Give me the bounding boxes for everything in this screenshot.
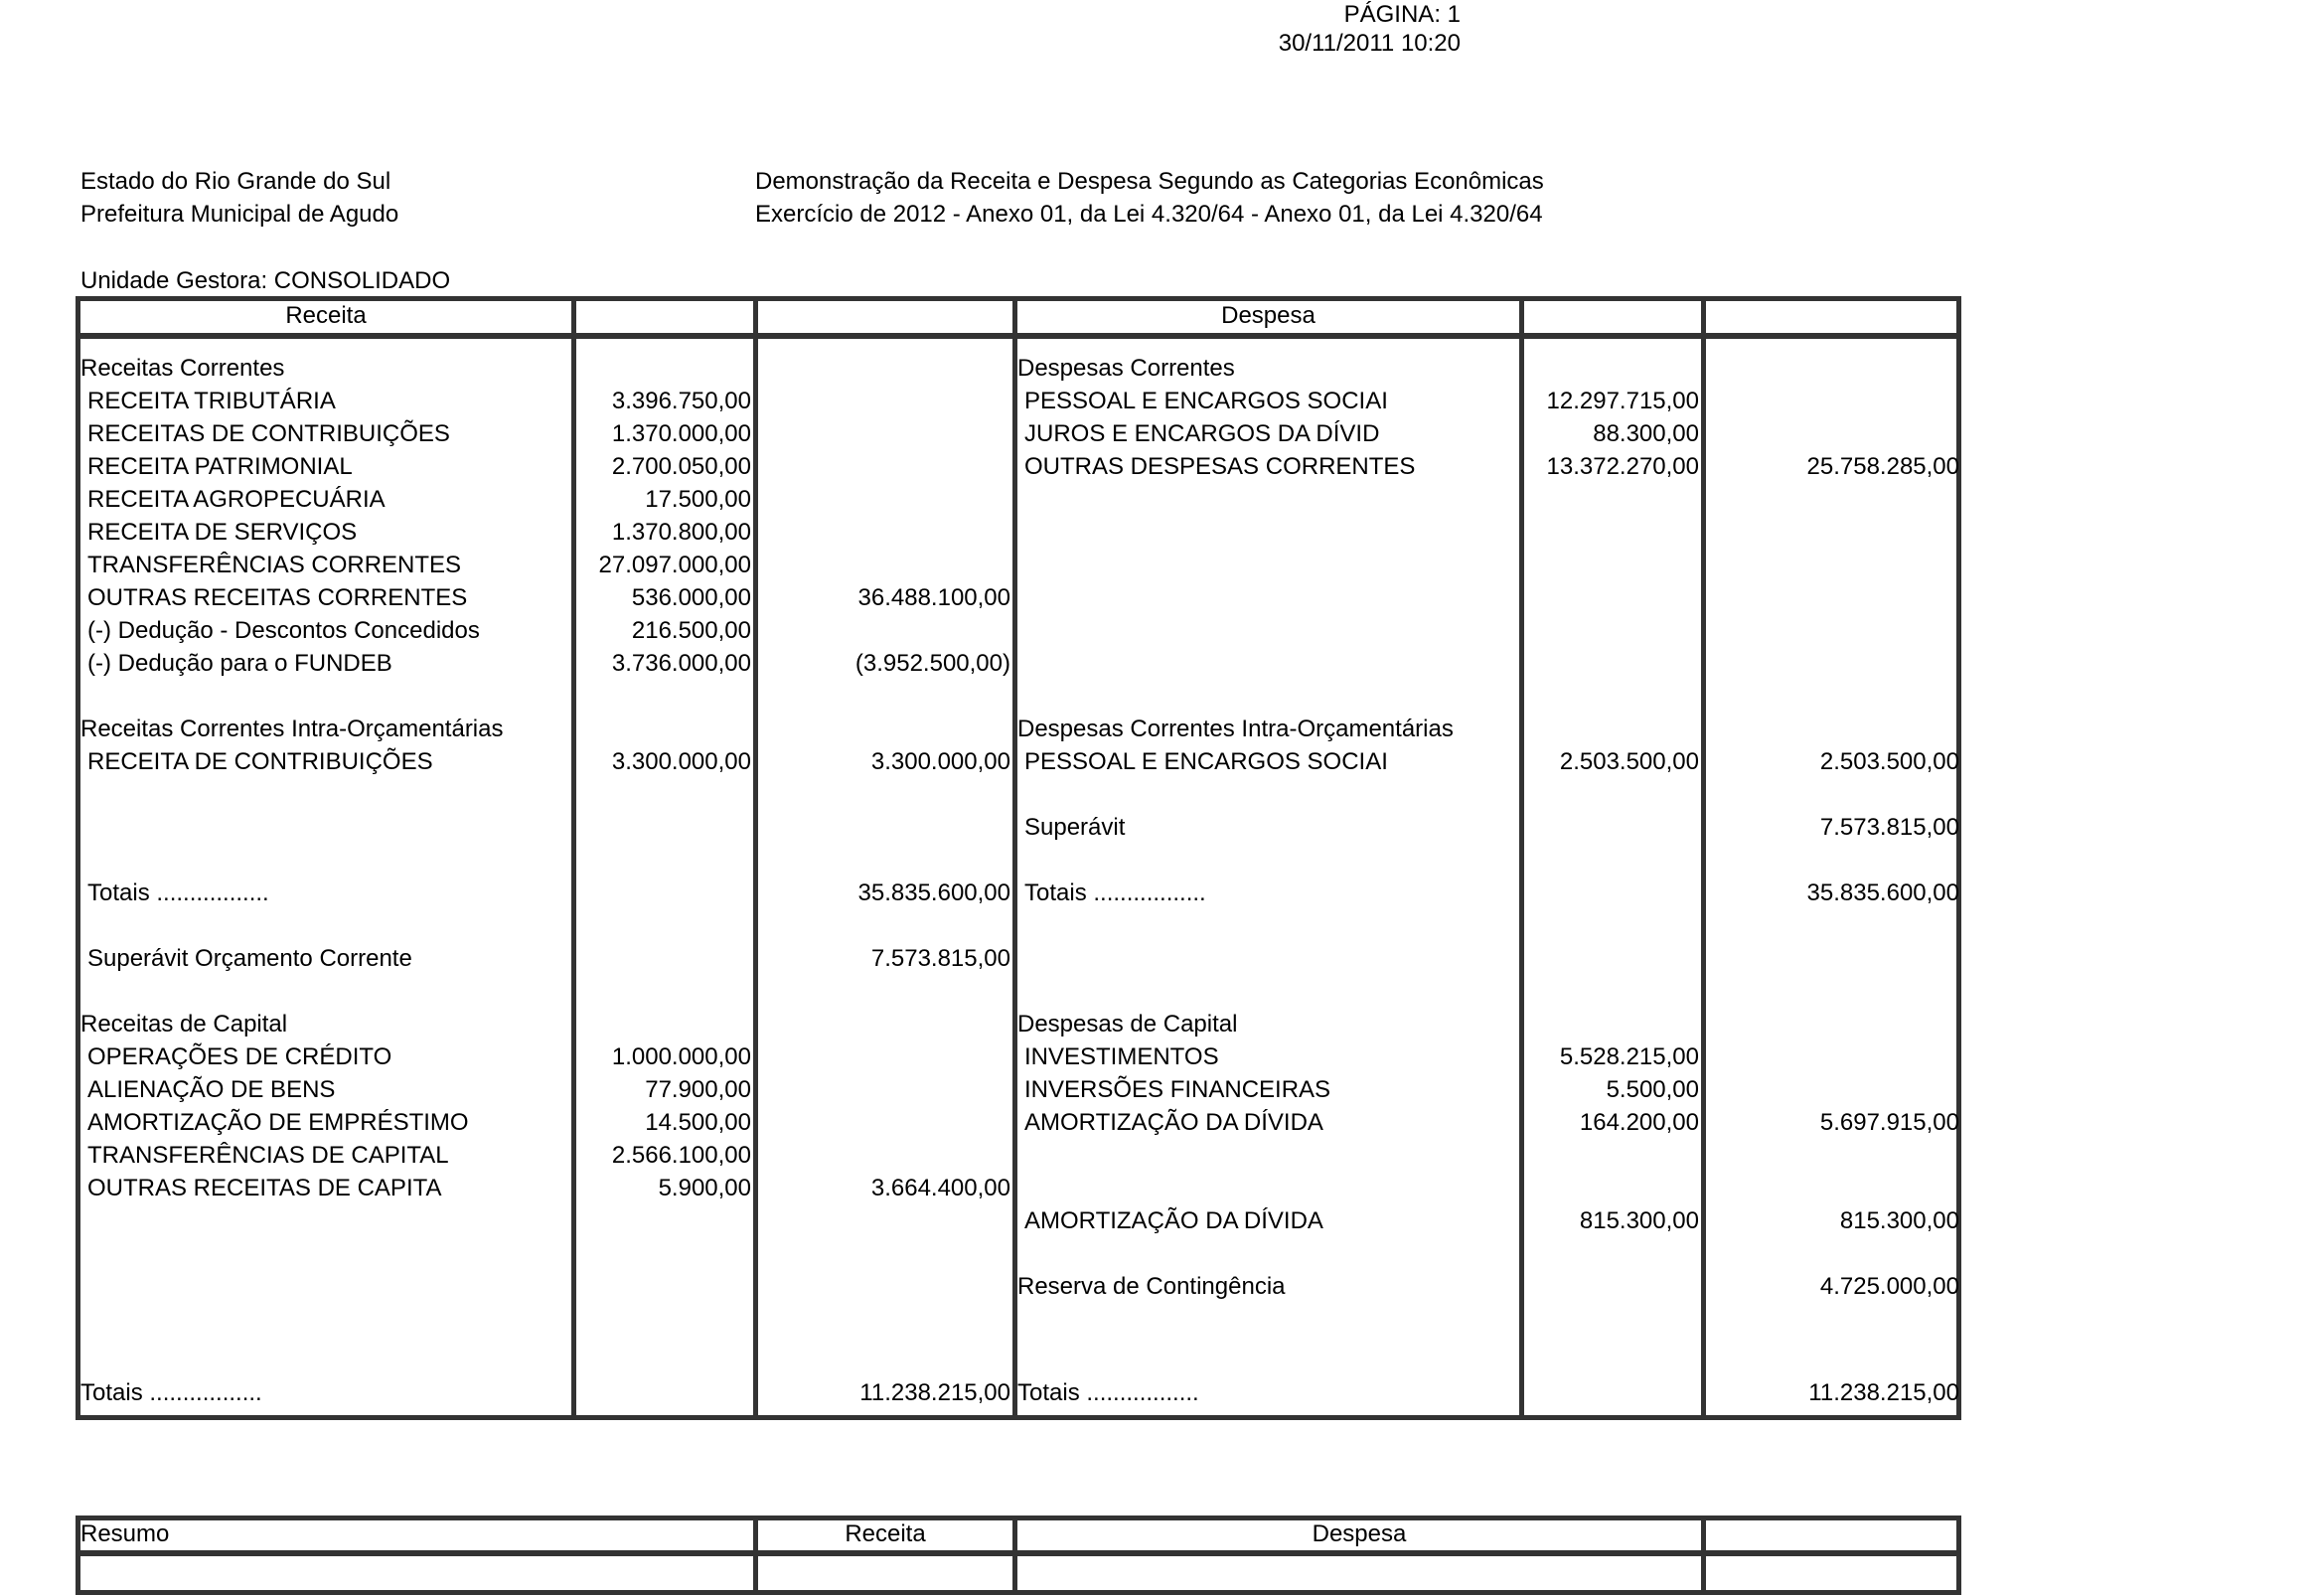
expense-label: Despesas Correntes <box>1017 355 1235 382</box>
page-number: PÁGINA: 1 <box>1343 1 1461 28</box>
revenue-label: (-) Dedução para o FUNDEB <box>87 650 392 677</box>
expense-label: Totais ................. <box>1017 1379 1199 1406</box>
expense-total-value: 11.238.215,00 <box>1808 1379 1959 1406</box>
expense-total-value: 35.835.600,00 <box>1806 879 1959 906</box>
revenue-detail-value: 3.396.750,00 <box>611 388 751 414</box>
revenue-detail-value: 1.370.800,00 <box>611 519 751 546</box>
header-divider <box>80 1550 1956 1556</box>
expense-total-value: 4.725.000,00 <box>1819 1273 1959 1300</box>
column-divider <box>1519 301 1524 1415</box>
expense-detail-value: 88.300,00 <box>1593 420 1699 447</box>
revenue-detail-value: 14.500,00 <box>645 1109 751 1136</box>
revenue-detail-value: 5.900,00 <box>658 1175 751 1201</box>
revenue-label: (-) Dedução - Descontos Concedidos <box>87 617 480 644</box>
revenue-detail-value: 2.566.100,00 <box>611 1142 751 1169</box>
header-despesa: Despesa <box>1221 302 1316 329</box>
revenue-detail-value: 17.500,00 <box>645 486 751 513</box>
column-divider <box>1701 301 1706 1415</box>
revenue-detail-value: 1.000.000,00 <box>611 1043 751 1070</box>
revenue-total-value: 36.488.100,00 <box>857 584 1010 611</box>
revenue-label: RECEITA AGROPECUÁRIA <box>87 486 386 513</box>
revenue-detail-value: 216.500,00 <box>631 617 751 644</box>
expense-label: Despesas Correntes Intra-Orçamentárias <box>1017 716 1454 742</box>
revenue-label: Receitas Correntes <box>80 355 285 382</box>
summary-header-despesa: Despesa <box>1312 1520 1407 1547</box>
revenue-label: RECEITA PATRIMONIAL <box>87 453 353 480</box>
expense-label: INVERSÕES FINANCEIRAS <box>1024 1076 1331 1103</box>
expense-detail-value: 164.200,00 <box>1579 1109 1699 1136</box>
expense-total-value: 2.503.500,00 <box>1819 748 1959 775</box>
summary-header-resumo: Resumo <box>80 1520 170 1547</box>
revenue-label: Receitas de Capital <box>80 1011 288 1037</box>
revenue-label: ALIENAÇÃO DE BENS <box>87 1076 336 1103</box>
report-title: Demonstração da Receita e Despesa Segund… <box>755 168 1544 195</box>
summary-table: Resumo Receita Despesa <box>76 1515 1961 1595</box>
main-table: Receita Despesa Receitas Correntes Despes… <box>76 296 1961 1420</box>
expense-detail-value: 815.300,00 <box>1579 1207 1699 1234</box>
expense-total-value: 25.758.285,00 <box>1806 453 1959 480</box>
expense-total-value: 5.697.915,00 <box>1819 1109 1959 1136</box>
expense-label: Totais ................. <box>1024 879 1206 906</box>
revenue-label: Totais ................. <box>80 1379 262 1406</box>
revenue-detail-value: 536.000,00 <box>631 584 751 611</box>
revenue-label: OPERAÇÕES DE CRÉDITO <box>87 1043 392 1070</box>
revenue-total-value: 35.835.600,00 <box>857 879 1010 906</box>
expense-label: INVESTIMENTOS <box>1024 1043 1219 1070</box>
revenue-label: RECEITA TRIBUTÁRIA <box>87 388 336 414</box>
state-name: Estado do Rio Grande do Sul <box>80 168 391 195</box>
revenue-label: Receitas Correntes Intra-Orçamentárias <box>80 716 504 742</box>
expense-label: PESSOAL E ENCARGOS SOCIAI <box>1024 748 1388 775</box>
revenue-label: TRANSFERÊNCIAS CORRENTES <box>87 552 462 578</box>
revenue-total-value: 3.300.000,00 <box>870 748 1010 775</box>
expense-label: Reserva de Contingência <box>1017 1273 1286 1300</box>
column-divider <box>753 1520 758 1590</box>
revenue-label: OUTRAS RECEITAS DE CAPITA <box>87 1175 442 1201</box>
column-divider <box>1012 301 1017 1415</box>
revenue-label: RECEITA DE SERVIÇOS <box>87 519 358 546</box>
revenue-total-value: 11.238.215,00 <box>859 1379 1010 1406</box>
expense-label: Despesas de Capital <box>1017 1011 1238 1037</box>
expense-label: Superávit <box>1024 814 1126 841</box>
revenue-label: Totais ................. <box>87 879 269 906</box>
expense-detail-value: 13.372.270,00 <box>1546 453 1699 480</box>
revenue-total-value: (3.952.500,00) <box>854 650 1010 677</box>
report-subtitle: Exercício de 2012 - Anexo 01, da Lei 4.3… <box>755 201 1543 228</box>
revenue-label: OUTRAS RECEITAS CORRENTES <box>87 584 468 611</box>
expense-detail-value: 12.297.715,00 <box>1546 388 1699 414</box>
summary-header-receita: Receita <box>845 1520 926 1547</box>
column-divider <box>571 301 576 1415</box>
municipality-name: Prefeitura Municipal de Agudo <box>80 201 399 228</box>
print-datetime: 30/11/2011 10:20 <box>1278 30 1461 57</box>
column-divider <box>1701 1520 1706 1590</box>
revenue-label: Superávit Orçamento Corrente <box>87 945 412 972</box>
expense-label: AMORTIZAÇÃO DA DÍVIDA <box>1024 1109 1323 1136</box>
revenue-detail-value: 77.900,00 <box>645 1076 751 1103</box>
revenue-label: RECEITAS DE CONTRIBUIÇÕES <box>87 420 450 447</box>
header-receita: Receita <box>285 302 367 329</box>
expense-label: OUTRAS DESPESAS CORRENTES <box>1024 453 1416 480</box>
expense-detail-value: 2.503.500,00 <box>1559 748 1699 775</box>
revenue-detail-value: 1.370.000,00 <box>611 420 751 447</box>
expense-total-value: 7.573.815,00 <box>1819 814 1959 841</box>
revenue-label: AMORTIZAÇÃO DE EMPRÉSTIMO <box>87 1109 469 1136</box>
revenue-detail-value: 27.097.000,00 <box>598 552 751 578</box>
expense-total-value: 815.300,00 <box>1839 1207 1959 1234</box>
revenue-detail-value: 3.736.000,00 <box>611 650 751 677</box>
expense-label: AMORTIZAÇÃO DA DÍVIDA <box>1024 1207 1323 1234</box>
revenue-detail-value: 2.700.050,00 <box>611 453 751 480</box>
revenue-detail-value: 3.300.000,00 <box>611 748 751 775</box>
revenue-label: RECEITA DE CONTRIBUIÇÕES <box>87 748 433 775</box>
expense-label: JUROS E ENCARGOS DA DÍVID <box>1024 420 1380 447</box>
management-unit: Unidade Gestora: CONSOLIDADO <box>80 267 451 294</box>
expense-detail-value: 5.500,00 <box>1606 1076 1699 1103</box>
column-divider <box>753 301 758 1415</box>
revenue-total-value: 7.573.815,00 <box>870 945 1010 972</box>
revenue-total-value: 3.664.400,00 <box>870 1175 1010 1201</box>
revenue-label: TRANSFERÊNCIAS DE CAPITAL <box>87 1142 449 1169</box>
column-divider <box>1012 1520 1017 1590</box>
header-divider <box>80 333 1956 339</box>
expense-label: PESSOAL E ENCARGOS SOCIAI <box>1024 388 1388 414</box>
expense-detail-value: 5.528.215,00 <box>1559 1043 1699 1070</box>
